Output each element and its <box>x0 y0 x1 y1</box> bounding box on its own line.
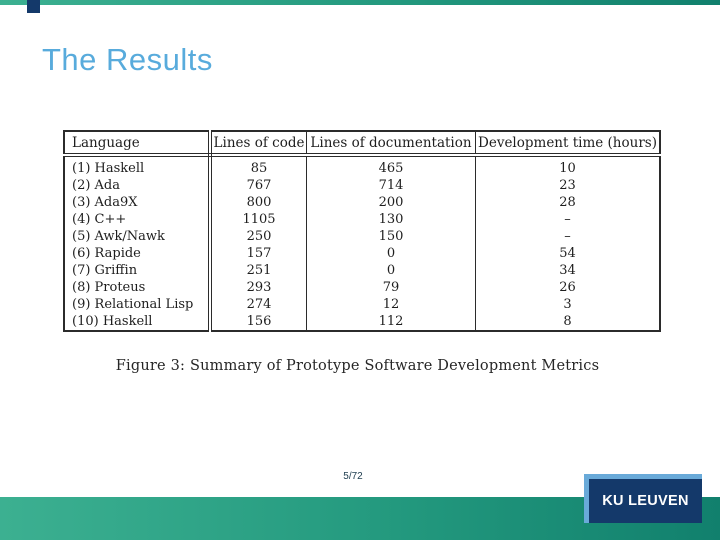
top-accent-square <box>27 0 40 13</box>
value-cell: 250 <box>210 228 307 245</box>
value-cell: 1105 <box>210 211 307 228</box>
column-header: Lines of documentation <box>306 131 476 157</box>
value-cell: 3 <box>563 297 572 312</box>
value-cell: 157 <box>210 245 307 262</box>
metrics-table: Language Lines of code Lines of documentat… <box>63 130 661 332</box>
table-row: (3) Ada9X 800 200 28 <box>64 194 660 211</box>
value-cell: 150 <box>306 228 476 245</box>
table-row: (5) Awk/Nawk 250 150 – <box>64 228 660 245</box>
value-cell: 274 <box>210 296 307 313</box>
value-cell: 26 <box>559 280 576 295</box>
table-row: (10) Haskell 156 112 8 <box>64 313 660 331</box>
table-row: (2) Ada 767 714 23 <box>64 177 660 194</box>
table-row: (4) C++ 1105 130 – <box>64 211 660 228</box>
language-cell: (6) Rapide <box>64 245 212 262</box>
value-cell: 130 <box>306 211 476 228</box>
page-number: 5/72 <box>343 471 363 482</box>
value-cell: – <box>564 229 571 244</box>
value-cell: 12 <box>306 296 476 313</box>
table-row: (7) Griffin 251 0 34 <box>64 262 660 279</box>
value-cell: 28 <box>559 195 576 210</box>
figure: Language Lines of code Lines of documentat… <box>63 130 661 374</box>
logo-text: KU LEUVEN <box>602 493 689 509</box>
table-header-row: Language Lines of code Lines of documentat… <box>64 131 660 157</box>
value-cell: 800 <box>210 194 307 211</box>
value-cell: – <box>564 212 571 227</box>
value-cell: 23 <box>559 178 576 193</box>
table-row: (8) Proteus 293 79 26 <box>64 279 660 296</box>
value-cell: 465 <box>306 155 476 177</box>
value-cell: 85 <box>210 155 307 177</box>
table-row: (9) Relational Lisp 274 12 3 <box>64 296 660 313</box>
value-cell: 0 <box>306 262 476 279</box>
language-cell: (5) Awk/Nawk <box>64 228 212 245</box>
language-cell: (8) Proteus <box>64 279 212 296</box>
column-header: Language <box>64 131 212 157</box>
language-cell: (9) Relational Lisp <box>64 296 212 313</box>
value-cell: 251 <box>210 262 307 279</box>
language-cell: (2) Ada <box>64 177 212 194</box>
table-row: (1) Haskell 85 465 10 <box>64 155 660 177</box>
value-cell: 112 <box>306 313 476 331</box>
top-accent-bar <box>0 0 720 5</box>
column-header: Lines of code <box>210 131 307 157</box>
value-cell: 293 <box>210 279 307 296</box>
ku-leuven-logo: KU LEUVEN <box>589 479 702 523</box>
value-cell: 8 <box>563 314 572 329</box>
value-cell: 79 <box>306 279 476 296</box>
value-cell: 714 <box>306 177 476 194</box>
language-cell: (4) C++ <box>64 211 212 228</box>
slide-title: The Results <box>42 42 213 77</box>
language-cell: (3) Ada9X <box>64 194 212 211</box>
table-row: (6) Rapide 157 0 54 <box>64 245 660 262</box>
value-cell: 767 <box>210 177 307 194</box>
language-cell: (1) Haskell <box>64 155 212 177</box>
column-header: Development time (hours) <box>475 131 660 157</box>
value-cell: 54 <box>559 246 576 261</box>
value-cell: 0 <box>306 245 476 262</box>
value-cell: 34 <box>559 263 576 278</box>
language-cell: (7) Griffin <box>64 262 212 279</box>
value-cell: 10 <box>559 161 576 176</box>
value-cell: 156 <box>210 313 307 331</box>
value-cell: 200 <box>306 194 476 211</box>
figure-caption: Figure 3: Summary of Prototype Software … <box>115 358 600 374</box>
language-cell: (10) Haskell <box>64 313 212 331</box>
